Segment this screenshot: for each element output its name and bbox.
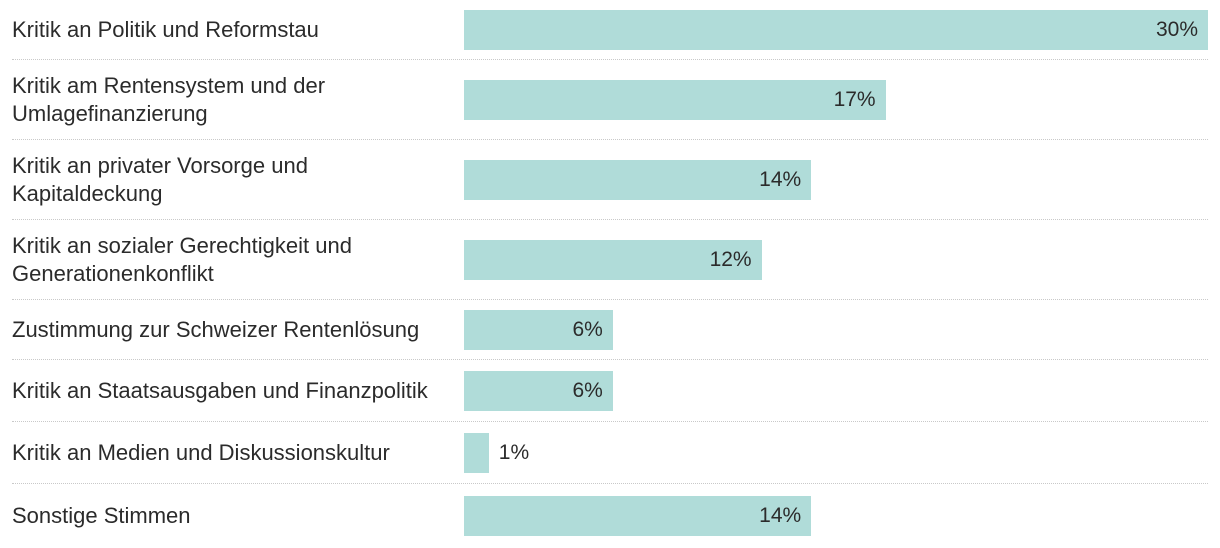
value-label: 1% — [498, 441, 530, 464]
value-label: 17% — [833, 88, 876, 111]
category-label: Kritik an privater Vorsorge und Kapitalde… — [12, 140, 452, 220]
category-label-line: Generationenkonflikt — [12, 261, 214, 286]
chart-row: Zustimmung zur Schweizer Rentenlösung 6% — [0, 300, 1220, 360]
category-label: Kritik an Medien und Diskussionskultur — [12, 422, 452, 484]
category-label-line: Kritik an Politik und Reformstau — [12, 17, 319, 42]
category-label: Kritik an Politik und Reformstau — [12, 0, 452, 60]
bar — [464, 310, 613, 350]
value-label: 14% — [759, 504, 802, 527]
category-label-line: Kritik an Medien und Diskussionskultur — [12, 440, 390, 465]
row-separator — [12, 359, 1208, 360]
category-label: Zustimmung zur Schweizer Rentenlösung — [12, 300, 452, 360]
chart-row: Kritik am Rentensystem und der Umlagefina… — [0, 60, 1220, 140]
chart-row: Kritik an sozialer Gerechtigkeit und Gene… — [0, 220, 1220, 300]
category-label: Kritik am Rentensystem und der Umlagefina… — [12, 60, 452, 140]
row-separator — [12, 421, 1208, 422]
row-separator — [12, 139, 1208, 140]
value-label: 6% — [572, 379, 603, 402]
bar — [464, 433, 489, 473]
value-label: 12% — [709, 248, 752, 271]
category-label-line: Kritik an sozialer Gerechtigkeit und — [12, 233, 352, 258]
bar — [464, 240, 762, 280]
row-separator — [12, 483, 1208, 484]
chart-row: Sonstige Stimmen 14% — [0, 484, 1220, 548]
chart-row: Kritik an Medien und Diskussionskultur 1% — [0, 422, 1220, 484]
value-label: 14% — [759, 168, 802, 191]
category-label-line: Kritik am Rentensystem und der — [12, 73, 326, 98]
bar — [464, 160, 812, 200]
category-label-line: Kapitaldeckung — [12, 181, 163, 206]
row-separator — [12, 59, 1208, 60]
category-label: Sonstige Stimmen — [12, 484, 452, 548]
category-label: Kritik an Staatsausgaben und Finanzpolit… — [12, 360, 452, 422]
chart-row: Kritik an Staatsausgaben und Finanzpolit… — [0, 360, 1220, 422]
category-label-line: Zustimmung zur Schweizer Rentenlösung — [12, 317, 420, 342]
row-separator — [12, 219, 1208, 220]
bar — [464, 80, 886, 120]
category-label-line: Sonstige Stimmen — [12, 503, 191, 528]
value-label: 30% — [1155, 18, 1198, 41]
bar — [464, 371, 613, 411]
value-label: 6% — [572, 318, 603, 341]
category-label-line: Kritik an privater Vorsorge und — [12, 153, 308, 178]
category-label: Kritik an sozialer Gerechtigkeit und Gene… — [12, 220, 452, 300]
chart-row: Kritik an Politik und Reformstau 30% — [0, 0, 1220, 60]
category-label-line: Kritik an Staatsausgaben und Finanzpolit… — [12, 378, 428, 403]
bar — [464, 10, 1208, 50]
chart-row: Kritik an privater Vorsorge und Kapitalde… — [0, 140, 1220, 220]
bar — [464, 496, 812, 536]
row-separator — [12, 299, 1208, 300]
category-label-line: Umlagefinanzierung — [12, 101, 208, 126]
